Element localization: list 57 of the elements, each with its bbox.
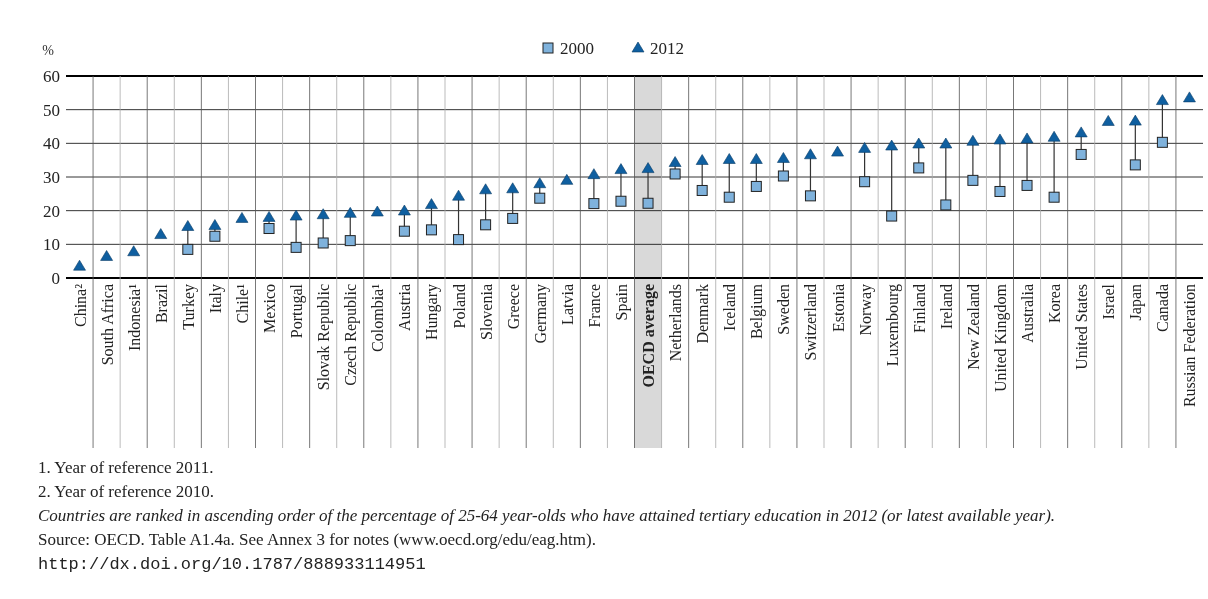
y-tick-label: 50: [43, 100, 60, 120]
x-tick-label: Korea: [1046, 284, 1064, 324]
y-tick-label: 30: [43, 167, 60, 187]
x-tick-label: Estonia: [829, 284, 847, 332]
legend-label: 2012: [650, 38, 684, 58]
x-tick-label: New Zealand: [964, 284, 982, 370]
x-tick-label: Austria: [396, 284, 414, 332]
x-tick-label: Switzerland: [802, 284, 820, 361]
x-tick-label: France: [585, 284, 603, 328]
x-tick-label: Japan: [1127, 284, 1146, 321]
x-tick-label: Luxembourg: [883, 284, 902, 367]
y-tick-label: 0: [51, 268, 60, 288]
x-tick-label: Italy: [206, 284, 225, 314]
x-tick-label: Chile¹: [233, 283, 251, 324]
x-tick-label: United Kingdom: [991, 283, 1010, 392]
x-tick-label: Ireland: [937, 284, 955, 330]
x-tick-label: Poland: [450, 284, 468, 329]
x-tick-label: Hungary: [423, 284, 442, 340]
x-tick-label: Russian Federation: [1181, 284, 1199, 408]
x-tick-label: Finland: [910, 284, 928, 333]
x-tick-label: Denmark: [694, 284, 712, 344]
y-axis-title: %: [42, 43, 55, 58]
y-tick-label: 60: [43, 66, 60, 86]
legend-label: 2000: [560, 38, 594, 58]
x-tick-label: Brazil: [152, 283, 170, 324]
x-tick-label: Spain: [612, 284, 631, 321]
x-tick-label: Slovak Republic: [315, 284, 334, 391]
x-tick-label: Portugal: [288, 283, 307, 339]
x-tick-label: Iceland: [721, 284, 739, 332]
x-tick-label: Turkey: [179, 284, 198, 330]
x-tick-label: Greece: [504, 284, 522, 330]
text: 1. Year of reference 2011.: [38, 458, 214, 477]
x-tick-label: Canada: [1154, 284, 1172, 332]
x-tick-label: Israel: [1100, 283, 1118, 320]
x-tick-label: Norway: [856, 284, 875, 336]
x-tick-label: Germany: [531, 284, 550, 344]
y-tick-label: 10: [43, 235, 60, 255]
x-tick-label: Indonesia¹: [125, 283, 143, 351]
x-tick-label: Australia: [1019, 284, 1037, 343]
x-tick-label: Mexico: [261, 284, 279, 333]
text: http://dx.doi.org/10.1787/888933114951: [38, 555, 426, 574]
x-tick-label: Slovenia: [477, 284, 495, 340]
x-tick-label: Sweden: [775, 284, 793, 335]
x-tick-label: China²: [71, 283, 89, 328]
y-tick-label: 20: [43, 201, 60, 221]
x-tick-label: Colombia¹: [369, 283, 387, 352]
text: 2. Year of reference 2010.: [38, 482, 215, 501]
x-tick-label: Latvia: [558, 284, 576, 325]
x-tick-label: OECD average: [640, 284, 659, 388]
x-tick-label: Czech Republic: [342, 284, 361, 386]
x-tick-label: Belgium: [748, 283, 767, 340]
text: Countries are ranked in ascending order of the percentage of 25-64 year-olds who have attained tertiary education in 2012 (or latest available year).: [38, 506, 1056, 525]
y-tick-label: 40: [43, 134, 60, 154]
x-tick-label: Netherlands: [667, 284, 685, 362]
x-tick-label: South Africa: [98, 284, 116, 366]
x-tick-label: United States: [1073, 284, 1091, 370]
source-note: Source: OECD. Table A1.4a. See Annex 3 for notes (www.oecd.org/edu/eag.htm).: [38, 530, 596, 549]
